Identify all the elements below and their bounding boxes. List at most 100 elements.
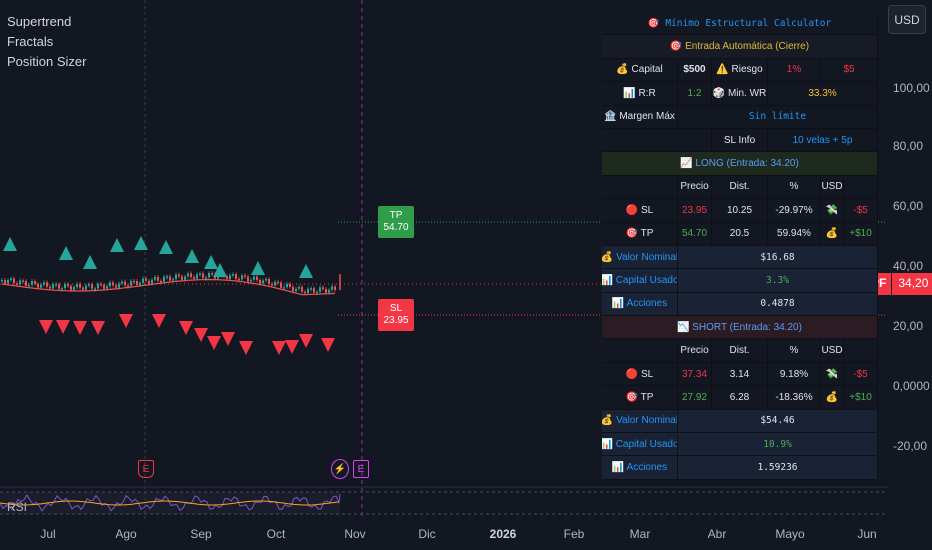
- candle: [313, 288, 315, 293]
- short-sl-usd: -$5: [844, 362, 878, 387]
- candle: [40, 284, 42, 288]
- candle: [202, 273, 204, 278]
- rr-value: 1:2: [678, 82, 712, 106]
- candle: [316, 291, 318, 294]
- candle: [169, 276, 171, 281]
- candle: [268, 279, 270, 284]
- candle: [247, 276, 249, 282]
- fractal-down-marker: [321, 338, 335, 352]
- fractal-up-marker: [159, 240, 173, 254]
- fractal-down-marker: [39, 320, 53, 334]
- tp-value: 54.70: [383, 222, 409, 233]
- long-tp-pct: 59.94%: [768, 222, 821, 246]
- short-capital-value: 10.9%: [678, 433, 878, 457]
- rsi-ma-line: [0, 500, 340, 506]
- long-tp-usd: +$10: [844, 222, 878, 246]
- candle: [262, 280, 264, 284]
- long-tp-label: 🎯 TP: [602, 222, 678, 246]
- candle: [199, 273, 201, 275]
- candle: [124, 281, 126, 286]
- fractal-up-marker: [204, 255, 218, 269]
- candle: [13, 278, 15, 284]
- fractal-up-marker: [185, 249, 199, 263]
- candle: [133, 280, 135, 283]
- long-header: 📈 LONG (Entrada: 34.20): [602, 152, 878, 176]
- blank-cell: [844, 339, 878, 363]
- candle: [229, 275, 231, 280]
- candle: [196, 274, 198, 279]
- candle: [154, 277, 156, 280]
- margen-label: 🏦 Margen Máx: [602, 105, 678, 129]
- candle: [115, 285, 117, 288]
- earnings-event-icon[interactable]: E: [138, 460, 154, 478]
- legend-fractals[interactable]: Fractals: [7, 34, 54, 49]
- fractal-up-marker: [213, 263, 227, 277]
- y-tick: 100,00: [893, 81, 930, 95]
- candle: [307, 288, 309, 294]
- fractal-up-marker: [134, 236, 148, 250]
- col-header: Precio: [678, 339, 712, 363]
- split-event-icon[interactable]: ⚡: [331, 459, 349, 479]
- rsi-line: [0, 493, 341, 512]
- fractal-down-marker: [179, 321, 193, 335]
- long-acciones-label: 📊 Acciones: [602, 292, 678, 317]
- short-capital-label: 📊 Capital Usado: [602, 433, 678, 457]
- stop-loss-label[interactable]: SL 23.95: [378, 299, 414, 331]
- fractal-down-marker: [221, 332, 235, 346]
- x-tick: Mayo: [775, 527, 805, 541]
- calc-subtitle: 🎯 Entrada Automática (Cierre): [602, 35, 878, 59]
- long-capital-value: 3.3%: [678, 269, 878, 293]
- candle: [73, 287, 75, 290]
- position-calculator-table: 🎯 Mínimo Estructural Calculator 🎯 Entrad…: [602, 12, 878, 480]
- col-header: USD: [821, 175, 844, 200]
- y-tick: 60,00: [893, 199, 924, 213]
- candle: [238, 278, 240, 281]
- sl-title: SL: [389, 303, 403, 314]
- candle: [286, 283, 288, 288]
- long-sl-dist: 10.25: [712, 199, 768, 223]
- candle: [226, 276, 228, 280]
- candle: [22, 280, 24, 282]
- candle: [277, 281, 279, 284]
- candle: [112, 282, 114, 286]
- candle: [322, 287, 324, 290]
- candle: [67, 283, 69, 286]
- money-out-icon: 💸: [821, 362, 844, 387]
- candle: [166, 276, 168, 278]
- short-tp-label: 🎯 TP: [602, 386, 678, 410]
- currency-button[interactable]: USD: [888, 5, 926, 34]
- candle: [127, 285, 129, 287]
- candle: [4, 280, 6, 284]
- short-tp-pct: -18.36%: [768, 386, 821, 410]
- candle: [151, 279, 153, 284]
- candle: [328, 289, 330, 293]
- y-tick: 0,0000: [893, 379, 930, 393]
- blank-cell: [602, 339, 678, 363]
- candle: [334, 286, 336, 290]
- candle: [208, 272, 210, 278]
- candle: [70, 285, 72, 290]
- long-capital-label: 📊 Capital Usado: [602, 269, 678, 293]
- short-tp-usd: +$10: [844, 386, 878, 410]
- legend-position-sizer[interactable]: Position Sizer: [7, 54, 87, 69]
- legend-supertrend[interactable]: Supertrend: [7, 14, 72, 29]
- candle: [175, 274, 177, 280]
- candle: [130, 280, 132, 286]
- candle: [10, 278, 12, 281]
- rsi-label[interactable]: RSI: [7, 500, 28, 514]
- take-profit-label[interactable]: TP 54.70: [378, 206, 414, 238]
- y-tick: 80,00: [893, 139, 924, 153]
- earnings-event-icon[interactable]: E: [353, 460, 369, 478]
- x-tick: Oct: [266, 527, 286, 541]
- x-tick: Mar: [629, 527, 651, 541]
- fractal-up-marker: [251, 261, 265, 275]
- candle: [331, 286, 333, 290]
- calc-title: 🎯 Mínimo Estructural Calculator: [602, 12, 878, 36]
- short-acciones-label: 📊 Acciones: [602, 456, 678, 480]
- candle: [295, 288, 297, 292]
- fractal-down-marker: [299, 334, 313, 348]
- candle: [76, 283, 78, 288]
- slinfo-value: 10 velas + 5p: [768, 128, 878, 153]
- fractal-up-marker: [110, 238, 124, 252]
